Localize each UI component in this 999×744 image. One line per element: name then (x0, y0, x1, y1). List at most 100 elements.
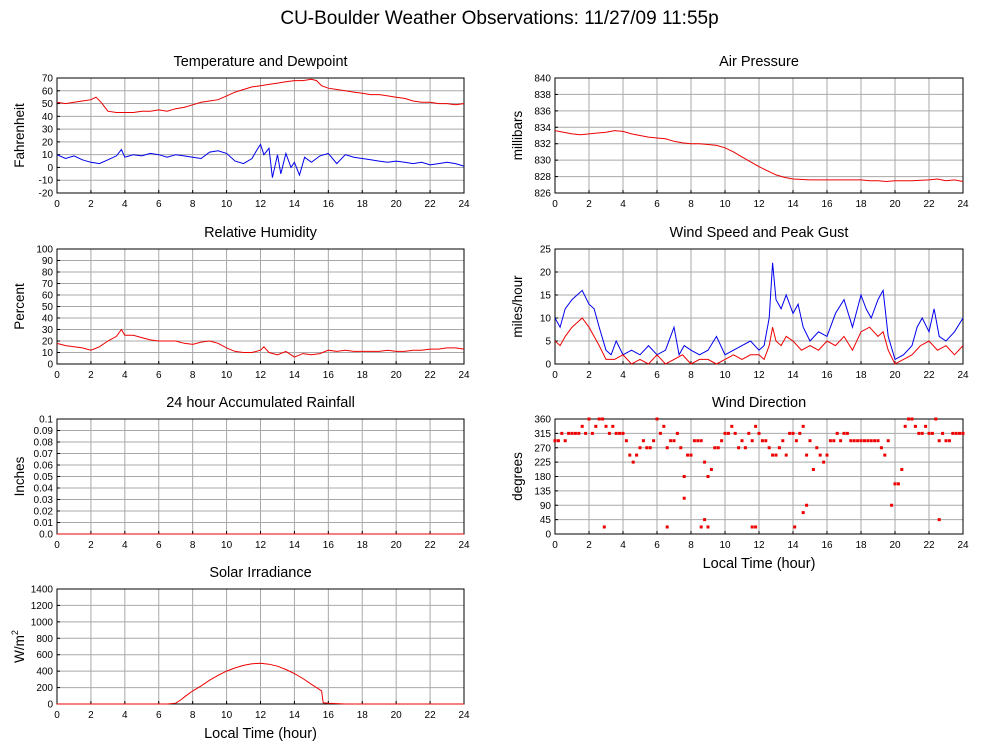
x-tick-label: 12 (753, 370, 765, 381)
scatter-point (903, 424, 907, 428)
x-tick-label: 24 (957, 370, 969, 381)
scatter-point (805, 503, 809, 507)
scatter-point (815, 446, 819, 450)
x-tick-label: 16 (323, 370, 335, 381)
x-tick-label: 18 (357, 540, 369, 551)
scatter-point (638, 446, 642, 450)
y-tick-label: 315 (534, 429, 551, 440)
y-tick-label: 400 (36, 667, 53, 678)
scatter-point (760, 439, 764, 443)
y-tick-label: -20 (39, 189, 54, 200)
y-tick-label: 70 (42, 279, 54, 290)
x-tick-label: 0 (54, 710, 60, 721)
y-tick-label: 0.03 (34, 495, 54, 506)
x-tick-label: 10 (719, 370, 731, 381)
x-tick-label: 20 (391, 199, 403, 210)
y-tick-label: 0.1 (39, 415, 53, 426)
scatter-point (937, 439, 941, 443)
scatter-point (726, 431, 730, 435)
y-tick-label: -10 (39, 176, 54, 187)
x-tick-label: 0 (54, 370, 60, 381)
x-tick-label: 22 (425, 199, 437, 210)
y-tick-label: 50 (42, 99, 54, 110)
scatter-point (556, 439, 560, 443)
y-tick-label: 1400 (31, 585, 54, 596)
x-tick-label: 2 (88, 370, 94, 381)
scatter-point (917, 431, 921, 435)
x-tick-label: 18 (357, 370, 369, 381)
x-tick-label: 24 (458, 199, 470, 210)
scatter-point (601, 417, 605, 421)
scatter-point (682, 496, 686, 500)
chart-title: Solar Irradiance (209, 565, 311, 581)
x-tick-label: 14 (289, 199, 301, 210)
scatter-point (805, 453, 809, 457)
x-tick-label: 16 (821, 540, 833, 551)
scatter-point (832, 439, 836, 443)
y-axis-label: miles/hour (510, 275, 525, 338)
scatter-point (580, 424, 584, 428)
scatter-point (675, 431, 679, 435)
y-tick-label: 0 (545, 530, 551, 541)
y-tick-label: 200 (36, 683, 53, 694)
scatter-point (913, 424, 917, 428)
y-tick-label: 70 (42, 74, 54, 85)
x-tick-label: 22 (923, 199, 935, 210)
y-axis-label: Inches (12, 456, 27, 496)
scatter-point (602, 525, 606, 529)
scatter-point (679, 446, 683, 450)
y-tick-label: 40 (42, 314, 54, 325)
y-tick-label: 135 (534, 486, 551, 497)
scatter-point (692, 439, 696, 443)
scatter-point (958, 431, 962, 435)
scatter-point (920, 431, 924, 435)
scatter-point (879, 446, 883, 450)
scatter-point (852, 439, 856, 443)
scatter-point (856, 439, 860, 443)
scatter-point (703, 518, 707, 522)
y-axis-label-text: Inches (12, 456, 27, 496)
x-tick-label: 4 (122, 370, 128, 381)
x-tick-label: 12 (255, 199, 267, 210)
x-tick-label: 8 (190, 540, 196, 551)
scatter-point (750, 525, 754, 529)
scatter-point (798, 431, 802, 435)
x-tick-label: 14 (787, 370, 799, 381)
scatter-point (665, 525, 669, 529)
x-tick-label: 2 (586, 540, 592, 551)
y-tick-label: 0 (47, 163, 53, 174)
scatter-point (793, 525, 797, 529)
x-tick-label: 22 (425, 370, 437, 381)
x-tick-label: 4 (122, 199, 128, 210)
x-tick-label: 8 (688, 540, 694, 551)
x-tick-label: 14 (289, 540, 301, 551)
x-tick-label: 24 (957, 540, 969, 551)
y-tick-label: 0.09 (34, 426, 54, 437)
solar-chart: 0 2 4 6 8 10 12 14 16 18 20 22 240200400600800100012… (10, 565, 470, 742)
scatter-point (570, 431, 574, 435)
chart-title: 24 hour Accumulated Rainfall (166, 395, 355, 411)
x-tick-label: 6 (156, 710, 162, 721)
scatter-point (934, 417, 938, 421)
x-tick-label: 0 (54, 540, 60, 551)
x-tick-label: 24 (458, 710, 470, 721)
rainfall-chart: 0 2 4 6 8 10 12 14 16 18 20 22 240.00.010.020.030.04… (12, 395, 470, 551)
y-axis-label: Percent (12, 283, 27, 330)
scatter-point (567, 431, 571, 435)
x-tick-label: 18 (855, 540, 867, 551)
x-tick-label: 20 (391, 370, 403, 381)
y-tick-label: 826 (534, 189, 551, 200)
scatter-point (754, 424, 758, 428)
y-tick-label: 15 (540, 291, 552, 302)
chart-title: Wind Speed and Peak Gust (670, 225, 849, 241)
series-line-1 (555, 130, 963, 183)
y-tick-label: 270 (534, 443, 551, 454)
y-tick-label: 30 (42, 125, 54, 136)
y-axis-label-text: degrees (510, 452, 525, 501)
chart-title: Air Pressure (719, 54, 799, 70)
series-line-1 (57, 662, 464, 705)
x-tick-label: 14 (787, 540, 799, 551)
scatter-point (890, 503, 894, 507)
scatter-point (961, 431, 965, 435)
x-tick-label: 16 (323, 710, 335, 721)
